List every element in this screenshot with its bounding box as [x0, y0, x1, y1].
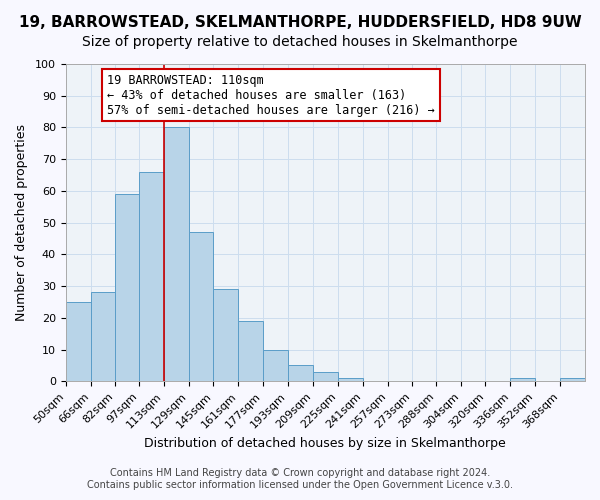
- Bar: [238, 321, 263, 382]
- Text: Size of property relative to detached houses in Skelmanthorpe: Size of property relative to detached ho…: [82, 35, 518, 49]
- Bar: [164, 128, 188, 382]
- Bar: [313, 372, 338, 382]
- Text: 19 BARROWSTEAD: 110sqm
← 43% of detached houses are smaller (163)
57% of semi-de: 19 BARROWSTEAD: 110sqm ← 43% of detached…: [107, 74, 435, 116]
- Bar: [91, 292, 115, 382]
- Bar: [288, 366, 313, 382]
- Bar: [214, 290, 238, 382]
- Bar: [263, 350, 288, 382]
- Text: 19, BARROWSTEAD, SKELMANTHORPE, HUDDERSFIELD, HD8 9UW: 19, BARROWSTEAD, SKELMANTHORPE, HUDDERSF…: [19, 15, 581, 30]
- Bar: [560, 378, 585, 382]
- Y-axis label: Number of detached properties: Number of detached properties: [15, 124, 28, 321]
- X-axis label: Distribution of detached houses by size in Skelmanthorpe: Distribution of detached houses by size …: [145, 437, 506, 450]
- Bar: [65, 302, 91, 382]
- Bar: [511, 378, 535, 382]
- Bar: [115, 194, 139, 382]
- Bar: [188, 232, 214, 382]
- Bar: [139, 172, 164, 382]
- Bar: [338, 378, 362, 382]
- Text: Contains HM Land Registry data © Crown copyright and database right 2024.
Contai: Contains HM Land Registry data © Crown c…: [87, 468, 513, 490]
